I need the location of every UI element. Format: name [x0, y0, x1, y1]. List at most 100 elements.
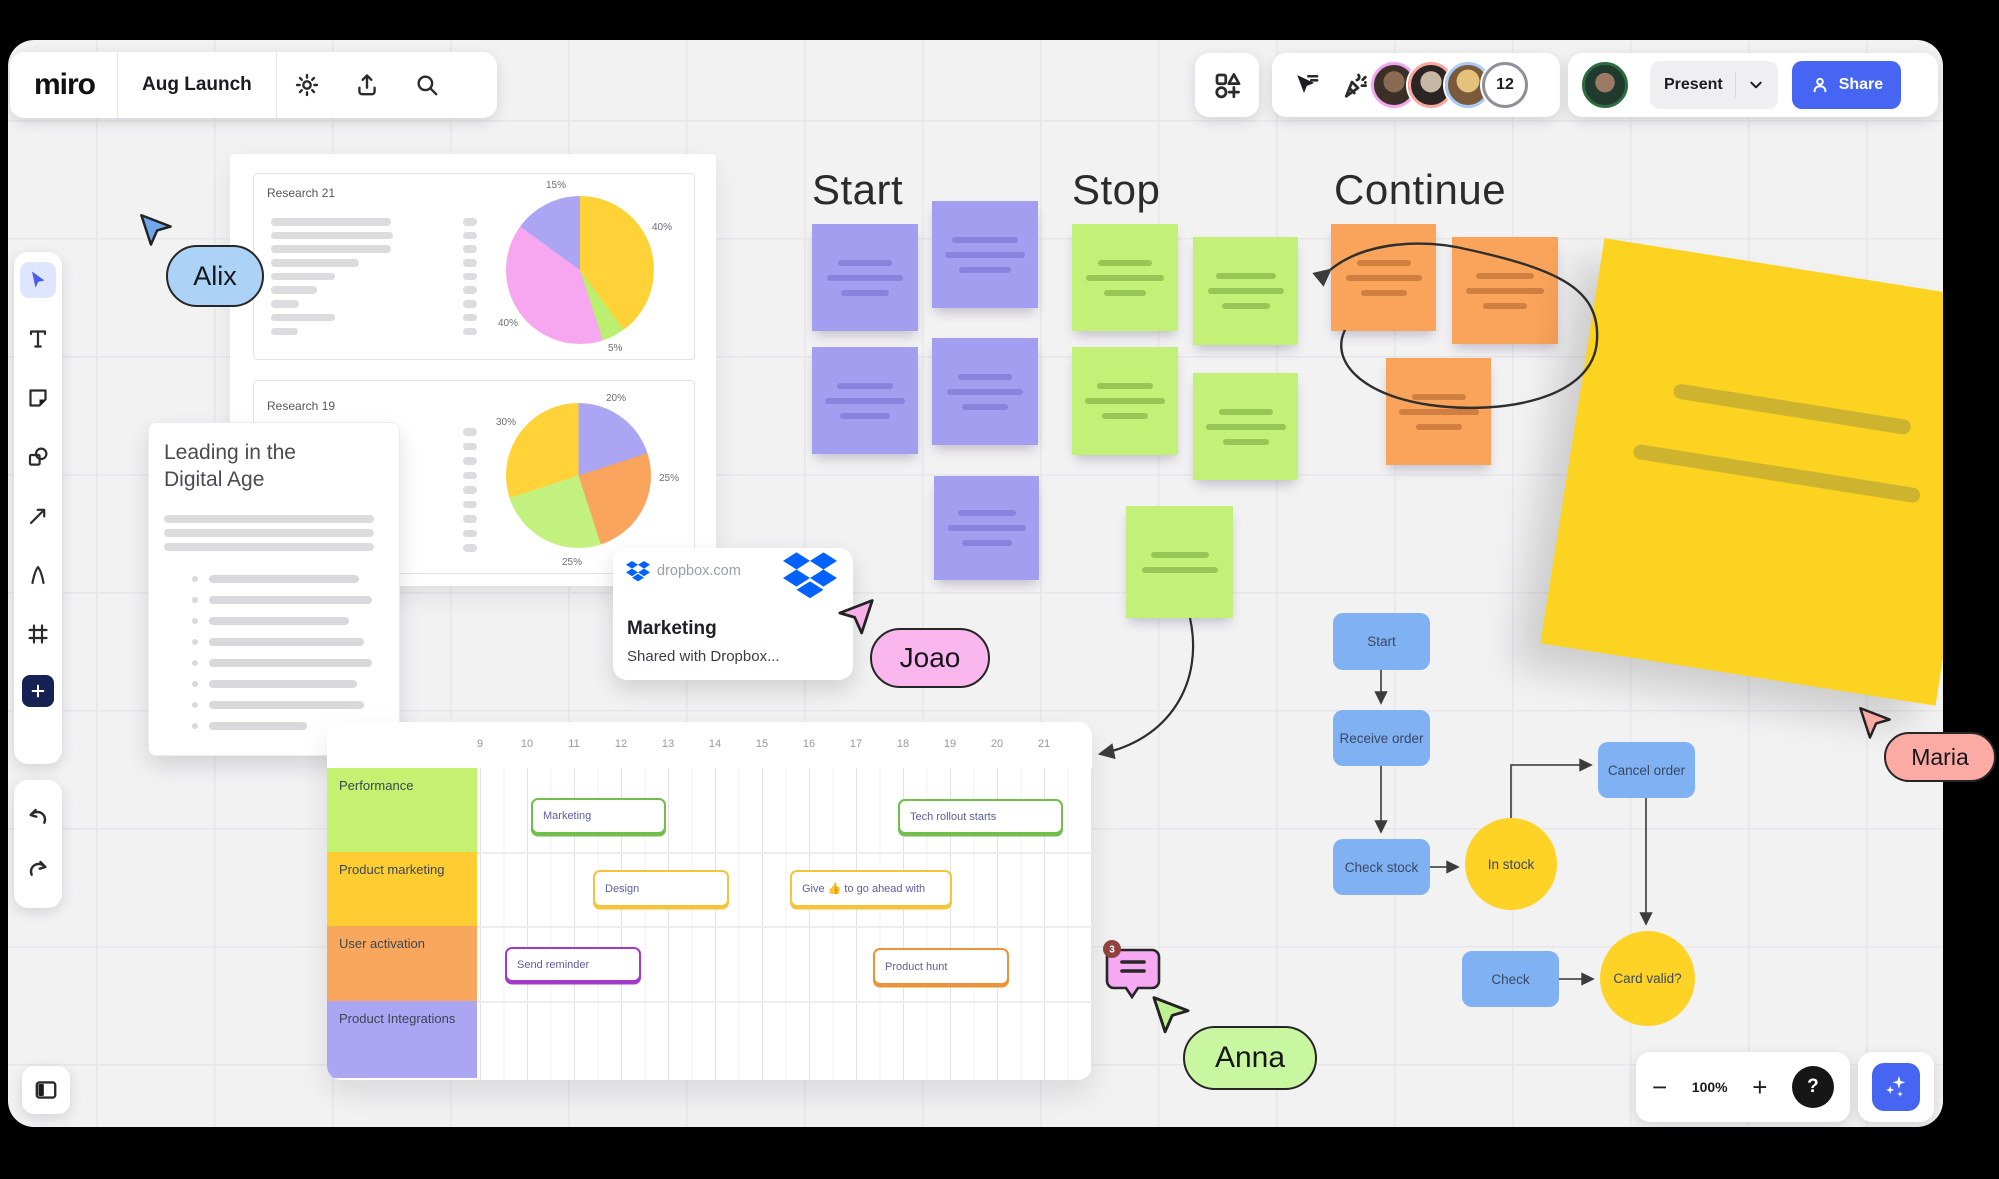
sticky-scribble-line — [1672, 383, 1912, 436]
skeleton-dot — [463, 245, 477, 253]
flow-node-start[interactable]: Start — [1333, 613, 1430, 670]
share-button[interactable]: Share — [1791, 61, 1902, 109]
board-title-continue[interactable]: Continue — [1334, 166, 1507, 213]
timeline-bar-give-go-ahead[interactable]: Give 👍 to go ahead with — [790, 870, 952, 907]
comment-bubble-icon[interactable] — [1105, 948, 1161, 1000]
sticky-scribble-line — [1205, 423, 1286, 430]
sticky-scribble-line — [1104, 289, 1146, 296]
settings-gear-icon[interactable] — [294, 72, 320, 98]
bullet-line — [209, 659, 372, 667]
dropbox-embed-card[interactable]: dropbox.com Marketing Shared with Dropbo… — [613, 548, 853, 680]
pie-label: 30% — [496, 417, 517, 428]
timeline-bar-marketing[interactable]: Marketing — [531, 798, 666, 834]
shape-tool[interactable] — [20, 439, 56, 475]
select-tool[interactable] — [20, 262, 56, 298]
sticky-note[interactable] — [932, 338, 1038, 445]
sticky-note[interactable] — [1452, 237, 1558, 344]
ai-assist-button[interactable] — [1872, 1063, 1920, 1111]
pie-label: 40% — [652, 222, 673, 233]
zoom-in-button[interactable]: + — [1752, 1072, 1768, 1102]
zoom-level[interactable]: 100% — [1691, 1079, 1728, 1095]
board-canvas[interactable]: Research 21 15% 40% 40% 5% Research 19 2… — [8, 40, 1943, 1127]
sticky-note[interactable] — [1072, 224, 1178, 331]
connector-tool[interactable] — [20, 498, 56, 534]
sticky-note[interactable] — [1193, 237, 1298, 345]
sticky-note-tool[interactable] — [20, 380, 56, 416]
sticky-note[interactable] — [1331, 224, 1436, 331]
row-separator — [477, 852, 1092, 854]
large-sticky-note[interactable] — [1540, 238, 1943, 706]
flow-node-check[interactable]: Check — [1462, 951, 1559, 1007]
sticky-note[interactable] — [1126, 506, 1233, 618]
undo-icon[interactable] — [25, 805, 51, 831]
timeline-bar-tech-rollout[interactable]: Tech rollout starts — [898, 799, 1063, 834]
comment-badge — [1103, 940, 1121, 958]
presenter-avatar[interactable] — [1582, 62, 1628, 108]
skeleton-dot — [463, 428, 477, 436]
sticky-note[interactable] — [932, 201, 1038, 308]
dropbox-card-subtitle: Shared with Dropbox... — [627, 648, 780, 665]
flow-node-in-stock[interactable]: In stock — [1465, 818, 1557, 910]
frames-panel-button[interactable] — [22, 1066, 70, 1114]
sticky-note[interactable] — [934, 476, 1039, 580]
export-upload-icon[interactable] — [354, 72, 380, 98]
sticky-to-table-connector[interactable] — [1097, 617, 1195, 760]
pen-tool[interactable] — [20, 557, 56, 593]
collaborator-count-badge[interactable]: 12 — [1482, 62, 1528, 108]
sticky-note[interactable] — [812, 347, 918, 454]
sticky-note[interactable] — [1072, 347, 1178, 455]
timeline-bar-design[interactable]: Design — [593, 870, 729, 907]
collaboration-toolbar: 12 — [1272, 53, 1560, 117]
bullet-list-skeleton — [192, 575, 372, 730]
flow-node-cancel-order[interactable]: Cancel order — [1598, 742, 1695, 798]
sticky-scribble-line — [962, 403, 1008, 410]
timeline-table[interactable]: 9 10 11 12 13 14 15 16 17 18 19 20 21 Pe… — [327, 722, 1092, 1080]
shapes-picker-button[interactable] — [1195, 53, 1259, 117]
lane-product-marketing[interactable]: Product marketing — [327, 852, 477, 926]
sticky-scribble-line — [1483, 302, 1527, 309]
flow-node-receive-order[interactable]: Receive order — [1333, 710, 1430, 766]
frame-tool[interactable] — [20, 616, 56, 652]
research-card-title: Research 19 — [267, 399, 336, 413]
lane-performance[interactable]: Performance — [327, 768, 477, 852]
skeleton-line — [271, 231, 393, 240]
timeline-bar-send-reminder[interactable]: Send reminder — [505, 947, 641, 982]
follow-cursor-icon[interactable] — [1292, 71, 1320, 99]
plus-icon — [31, 684, 45, 698]
board-title-stop[interactable]: Stop — [1072, 166, 1161, 213]
comment-thread[interactable]: 3 — [1098, 940, 1168, 1006]
skeleton-line — [271, 313, 335, 322]
avatar[interactable] — [1371, 62, 1417, 108]
avatar-stack[interactable]: 12 — [1371, 62, 1528, 108]
miro-logo[interactable]: miro — [34, 68, 96, 101]
reactions-confetti-icon[interactable] — [1340, 70, 1370, 100]
sticky-scribble-line — [1150, 551, 1209, 558]
sticky-note[interactable] — [1386, 358, 1491, 465]
chevron-down-icon[interactable] — [1748, 77, 1764, 93]
divider — [117, 52, 119, 118]
zoom-out-button[interactable]: − — [1652, 1072, 1668, 1102]
text-tool[interactable] — [20, 321, 56, 357]
search-icon[interactable] — [414, 72, 440, 98]
board-title-start[interactable]: Start — [812, 166, 904, 213]
sticky-note-icon — [29, 389, 47, 407]
present-button[interactable]: Present — [1650, 61, 1778, 109]
board-title[interactable]: Aug Launch — [142, 74, 252, 95]
flow-node-check-stock[interactable]: Check stock — [1333, 839, 1430, 895]
document-card-leading[interactable]: Leading in the Digital Age — [148, 422, 400, 756]
redo-icon[interactable] — [25, 857, 51, 883]
sticky-note[interactable] — [812, 224, 918, 331]
help-button[interactable]: ? — [1791, 1066, 1834, 1108]
dropbox-icon — [626, 561, 650, 582]
bullet-line — [209, 596, 372, 604]
pen-icon — [31, 566, 45, 585]
bullet-row — [192, 575, 372, 583]
lane-user-activation[interactable]: User activation — [327, 926, 477, 1001]
timeline-bar-product-hunt[interactable]: Product hunt — [873, 948, 1009, 985]
research-card-21[interactable]: Research 21 15% 40% 40% 5% — [253, 173, 695, 360]
skeleton-dot — [463, 500, 477, 508]
flow-node-card-valid[interactable]: Card valid? — [1600, 931, 1695, 1026]
sticky-note[interactable] — [1193, 373, 1298, 480]
add-more-tools-button[interactable] — [22, 675, 54, 707]
lane-product-integrations[interactable]: Product Integrations — [327, 1001, 477, 1078]
